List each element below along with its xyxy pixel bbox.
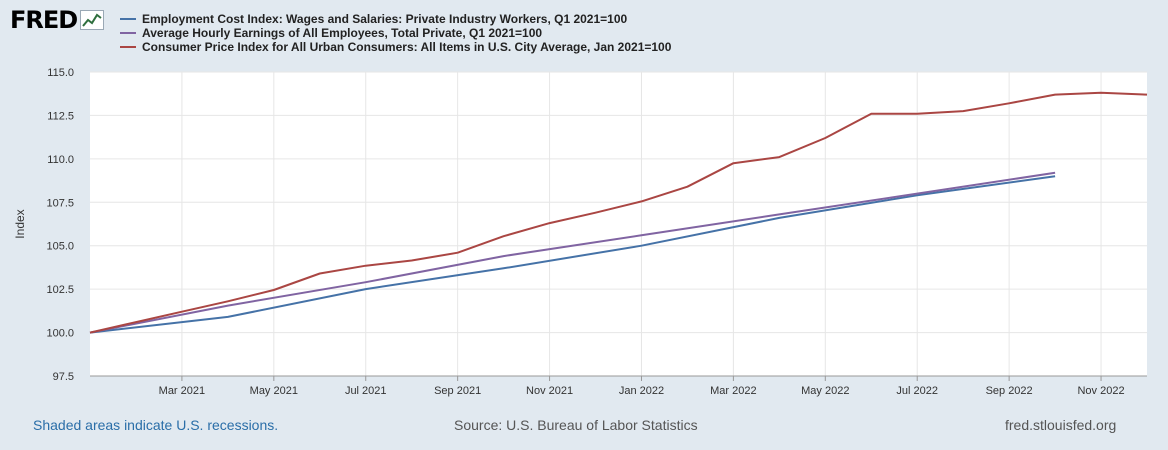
- x-tick-label: Nov 2022: [1077, 385, 1124, 397]
- x-tick-label: Jul 2022: [896, 385, 938, 397]
- x-tick-label: May 2021: [250, 385, 298, 397]
- legend-label: Consumer Price Index for All Urban Consu…: [142, 40, 672, 54]
- line-chart: 97.5 100.0 102.5 105.0 107.5 110.0 112.5 115.0 M…: [13, 67, 1148, 397]
- legend-swatch: [120, 32, 136, 34]
- x-tick-label: Mar 2022: [710, 385, 756, 397]
- recession-note[interactable]: Shaded areas indicate U.S. recessions.: [33, 417, 279, 433]
- y-tick-label: 115.0: [47, 67, 74, 79]
- x-tick-label: Mar 2021: [159, 385, 205, 397]
- y-tick-label: 105.0: [46, 241, 74, 253]
- fred-logo-text: FRED: [10, 6, 78, 34]
- x-tick-label: May 2022: [801, 385, 849, 397]
- plot-area: [90, 72, 1147, 376]
- series-line-1: [89, 171, 1056, 334]
- legend-swatch: [120, 46, 136, 48]
- legend-swatch: [120, 18, 136, 20]
- y-tick-label: 112.5: [47, 110, 74, 122]
- x-tick-label: Sep 2022: [986, 385, 1033, 397]
- legend-label: Employment Cost Index: Wages and Salarie…: [142, 12, 628, 26]
- x-tick-label: Nov 2021: [526, 385, 573, 397]
- y-tick-label: 97.5: [53, 371, 74, 383]
- legend-item[interactable]: Average Hourly Earnings of All Employees…: [120, 26, 671, 40]
- mini-chart-icon: [80, 10, 105, 30]
- y-tick-label: 110.0: [47, 154, 74, 166]
- series-line-0: [89, 175, 1056, 334]
- chart-legend: Employment Cost Index: Wages and Salarie…: [120, 12, 671, 54]
- y-tick-label: 107.5: [46, 197, 74, 209]
- source-credit: Source: U.S. Bureau of Labor Statistics: [454, 417, 698, 433]
- x-tick-label: Jan 2022: [619, 385, 664, 397]
- legend-item[interactable]: Consumer Price Index for All Urban Consu…: [120, 40, 671, 54]
- y-tick-label: 102.5: [46, 284, 74, 296]
- y-axis-label: Index: [13, 209, 27, 238]
- site-url[interactable]: fred.stlouisfed.org: [1005, 417, 1117, 433]
- x-tick-label: Sep 2021: [434, 385, 481, 397]
- y-tick-label: 100.0: [46, 328, 74, 340]
- fred-logo[interactable]: FRED: [10, 6, 105, 34]
- x-tick-label: Jul 2021: [345, 385, 387, 397]
- legend-label: Average Hourly Earnings of All Employees…: [142, 26, 543, 40]
- legend-item[interactable]: Employment Cost Index: Wages and Salarie…: [120, 12, 671, 26]
- series-line-2: [89, 91, 1148, 334]
